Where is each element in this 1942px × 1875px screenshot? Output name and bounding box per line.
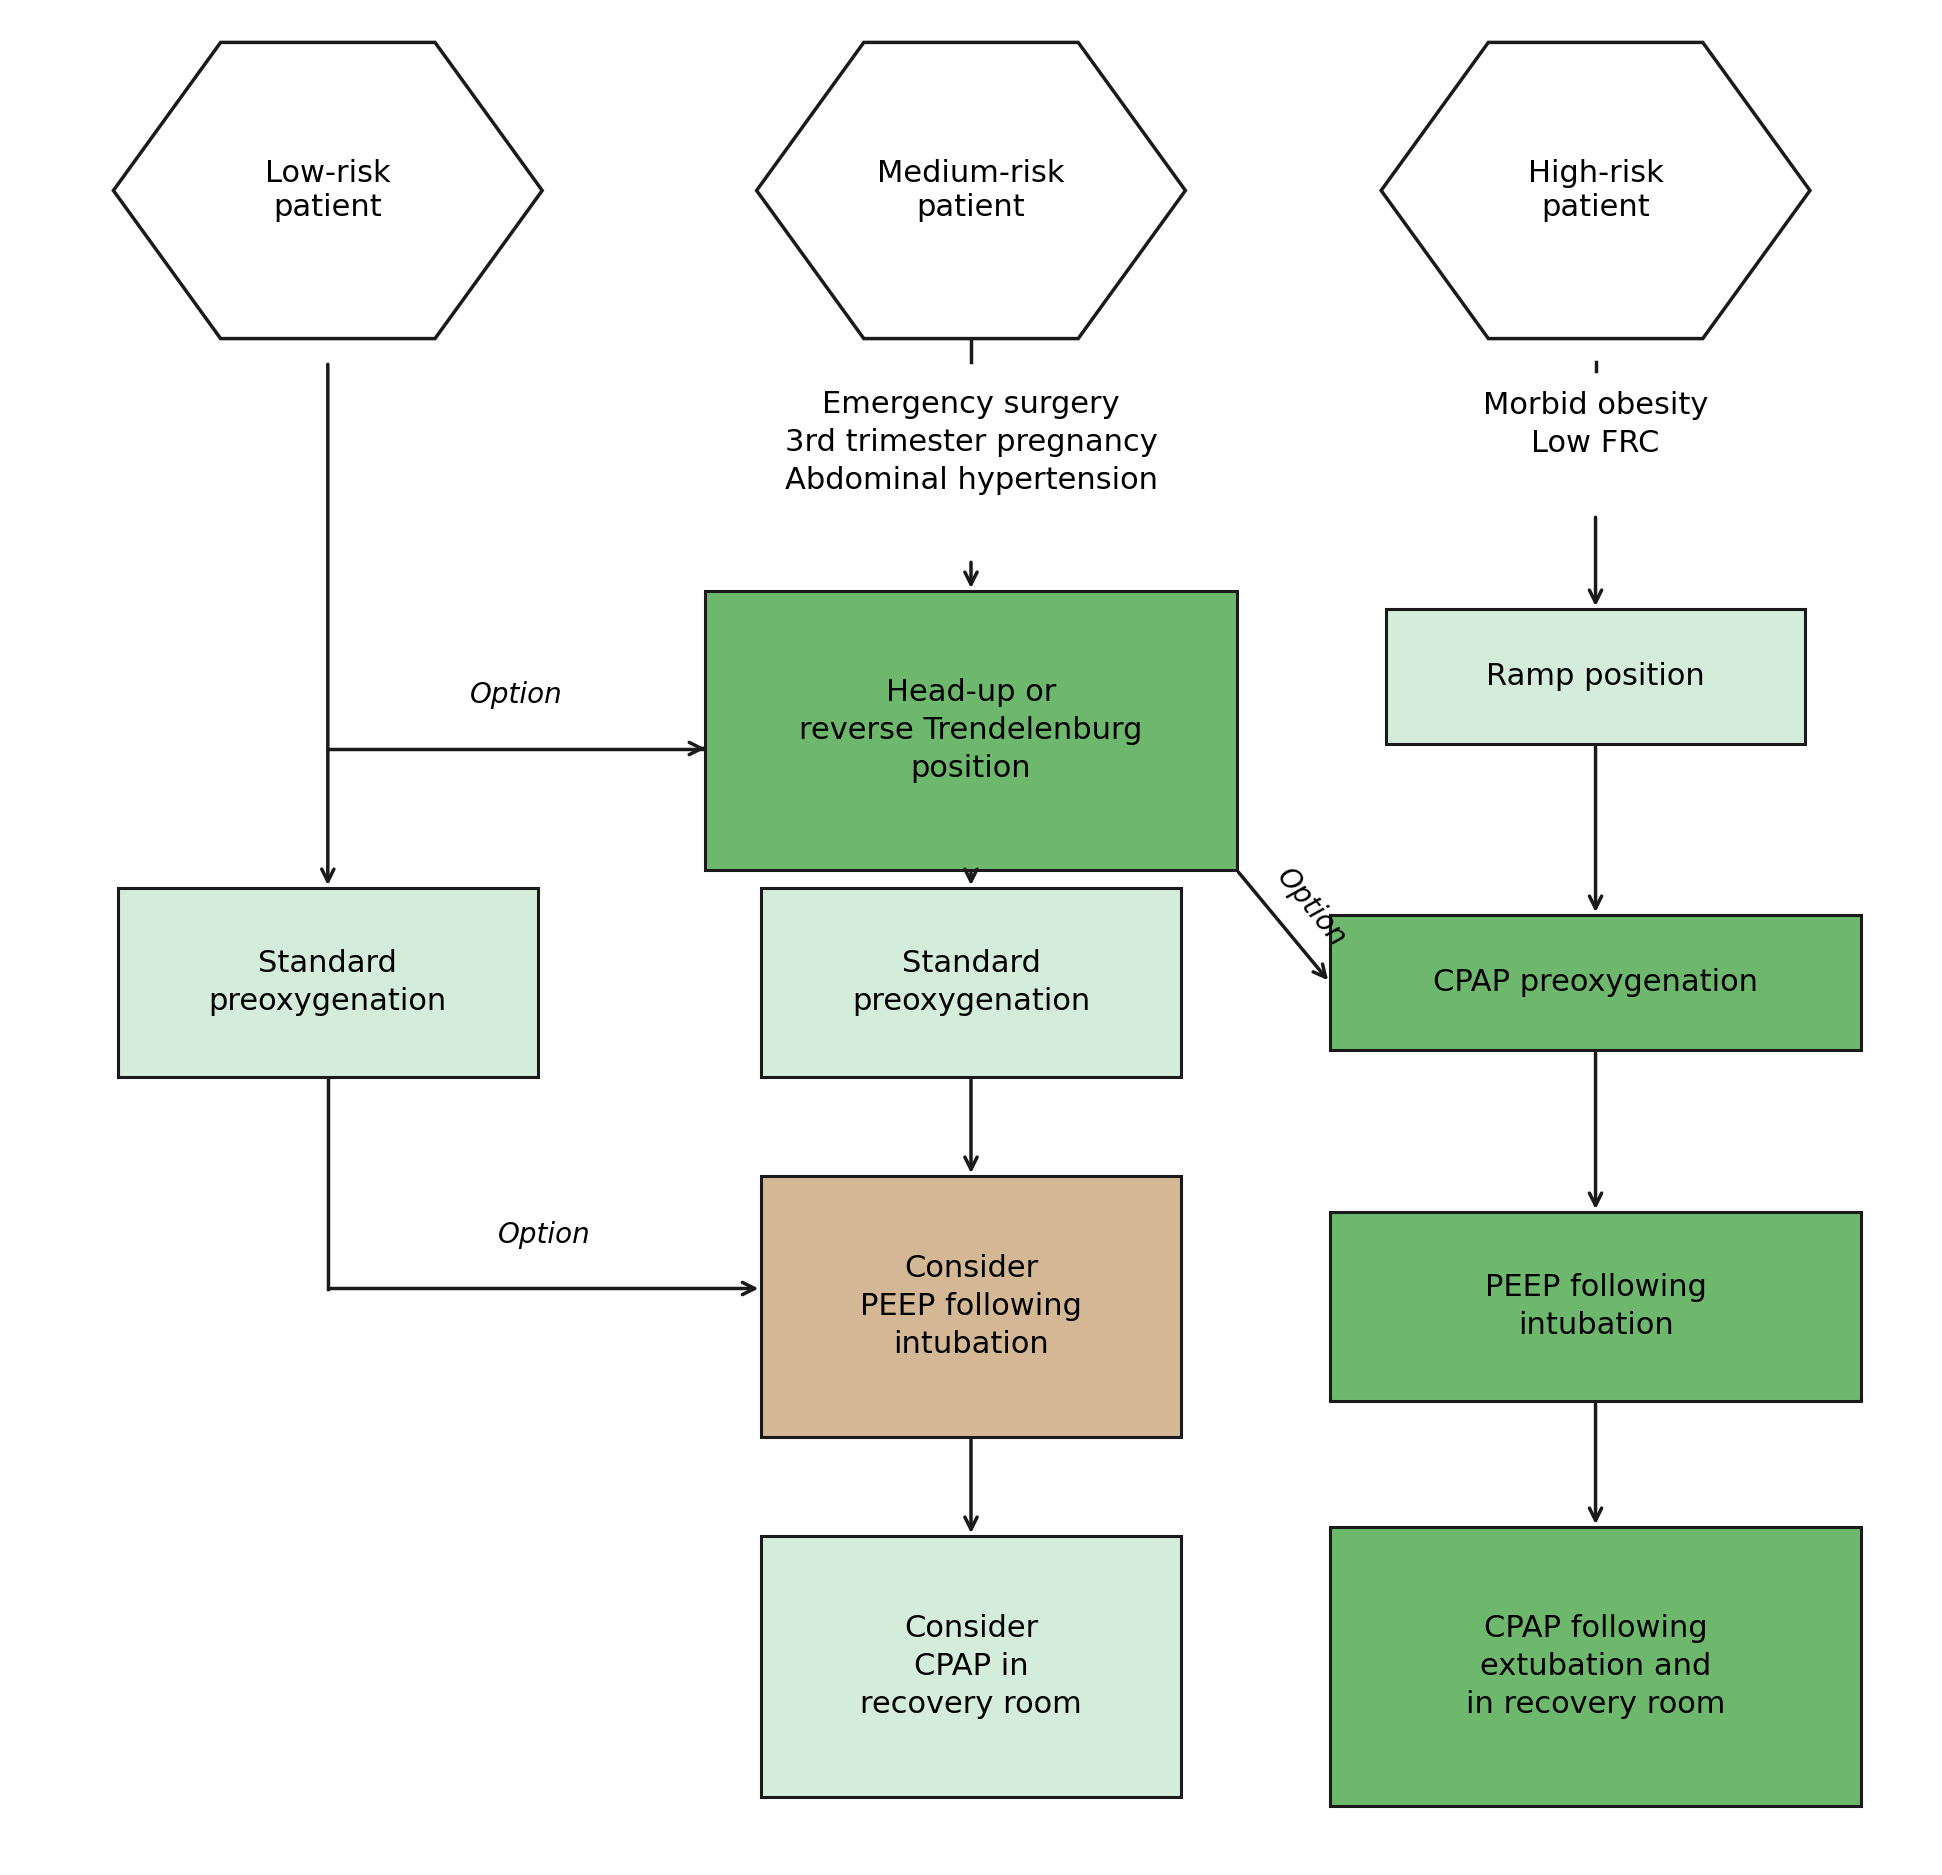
Text: High-risk
patient: High-risk patient [1528, 159, 1664, 221]
Text: Consider
PEEP following
intubation: Consider PEEP following intubation [860, 1254, 1082, 1359]
Text: Morbid obesity
Low FRC: Morbid obesity Low FRC [1484, 390, 1709, 458]
Text: Low-risk
patient: Low-risk patient [264, 159, 390, 221]
Text: Option: Option [470, 681, 563, 709]
Text: PEEP following
intubation: PEEP following intubation [1484, 1273, 1707, 1341]
Text: Medium-risk
patient: Medium-risk patient [878, 159, 1064, 221]
Text: CPAP preoxygenation: CPAP preoxygenation [1433, 968, 1758, 998]
Bar [1387, 609, 1806, 744]
Polygon shape [113, 43, 542, 339]
Polygon shape [1381, 43, 1810, 339]
Polygon shape [757, 43, 1185, 339]
Bar [118, 889, 538, 1076]
Text: Ramp position: Ramp position [1486, 662, 1705, 692]
Bar [761, 1176, 1181, 1436]
Bar [1330, 915, 1860, 1050]
Text: Standard
preoxygenation: Standard preoxygenation [853, 949, 1089, 1016]
Text: Consider
CPAP in
recovery room: Consider CPAP in recovery room [860, 1614, 1082, 1719]
Text: Emergency surgery
3rd trimester pregnancy
Abdominal hypertension: Emergency surgery 3rd trimester pregnanc… [785, 390, 1157, 495]
Text: CPAP following
extubation and
in recovery room: CPAP following extubation and in recover… [1466, 1614, 1724, 1719]
Bar [761, 889, 1181, 1076]
Bar [1330, 1211, 1860, 1401]
Bar [705, 591, 1237, 870]
Text: Standard
preoxygenation: Standard preoxygenation [208, 949, 447, 1016]
Bar [761, 1536, 1181, 1796]
Text: Head-up or
reverse Trendelenburg
position: Head-up or reverse Trendelenburg positio… [800, 677, 1142, 784]
Bar [1330, 1526, 1860, 1806]
Text: Option: Option [1270, 864, 1352, 952]
Text: Option: Option [499, 1221, 590, 1249]
